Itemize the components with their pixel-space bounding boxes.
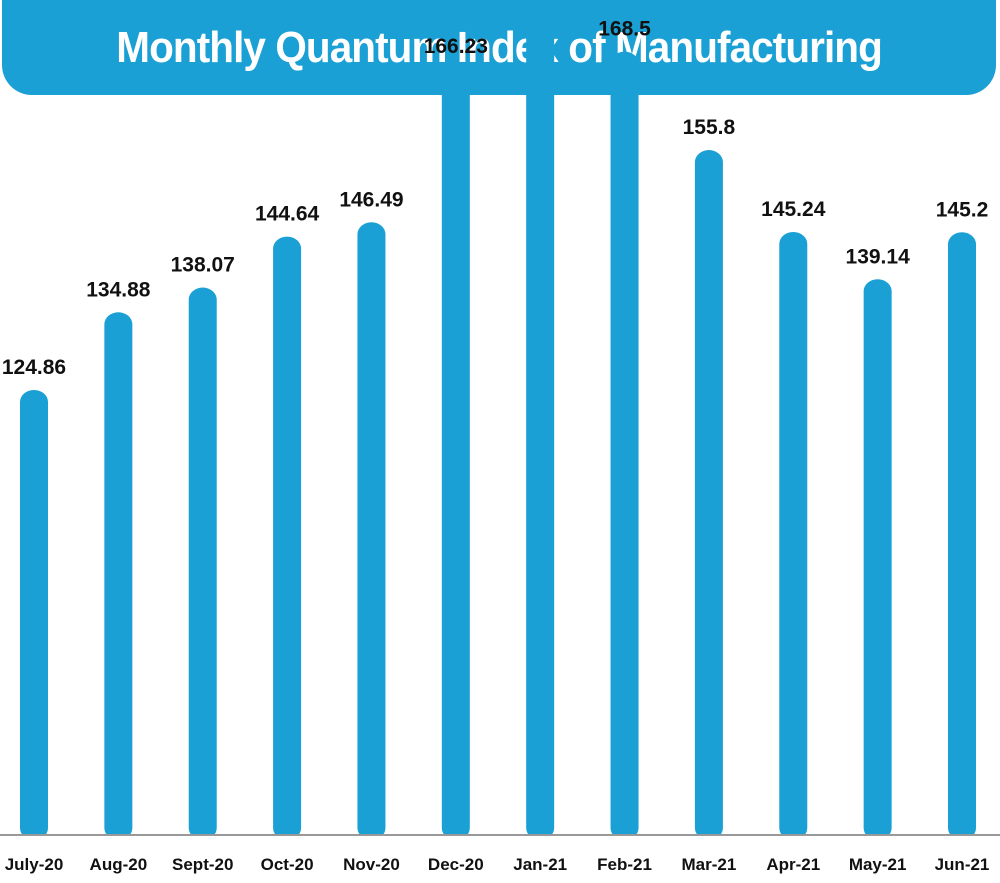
value-label-july-20: 124.86 [2,356,66,379]
value-label-sept-20: 138.07 [171,254,235,277]
category-label-mar-21: Mar-21 [682,855,737,874]
category-label-may-21: May-21 [849,855,907,874]
value-label-jun-21: 145.2 [936,198,989,221]
category-labels-group: July-20 Aug-20 Sept-20 Oct-20 Nov-20 Dec-20 Ja… [5,855,990,874]
bar-aug-20 [104,312,133,840]
bar-dec-20 [441,69,470,840]
category-label-dec-20: Dec-20 [428,855,484,874]
category-label-nov-20: Nov-20 [343,855,400,874]
bar-jan-21 [526,0,555,840]
category-label-jun-21: Jun-21 [935,855,990,874]
category-label-july-20: July-20 [5,855,64,874]
title-banner: Monthly Quantum Index of Manufacturing [2,0,996,95]
category-label-oct-20: Oct-20 [261,855,314,874]
bar-feb-21 [610,51,639,841]
value-label-feb-21: 168.5 [598,18,651,41]
value-label-oct-20: 144.64 [255,203,320,226]
category-label-sept-20: Sept-20 [172,855,233,874]
value-label-aug-20: 134.88 [86,278,151,301]
value-label-nov-20: 146.49 [339,188,403,211]
bar-nov-20 [357,222,386,841]
value-labels-group: 124.86134.88138.07144.64146.49166.23175.… [2,18,989,379]
bar-oct-20 [273,236,302,841]
bar-mar-21 [694,150,723,840]
value-label-dec-20: 166.23 [424,35,488,58]
chart-title: Monthly Quantum Index of Manufacturing [116,22,883,72]
category-label-apr-21: Apr-21 [766,855,820,874]
bar-may-21 [863,279,892,840]
bars-group [0,0,1000,848]
value-label-mar-21: 155.8 [683,116,736,139]
value-label-apr-21: 145.24 [761,198,826,221]
category-label-jan-21: Jan-21 [513,855,567,874]
category-label-feb-21: Feb-21 [597,855,652,874]
baseline-mask [0,836,1000,848]
bar-jun-21 [948,232,976,840]
bar-july-20 [20,390,48,840]
value-label-may-21: 139.14 [846,245,911,268]
category-label-aug-20: Aug-20 [90,855,148,874]
bar-sept-20 [188,287,217,840]
bar-apr-21 [779,231,808,840]
